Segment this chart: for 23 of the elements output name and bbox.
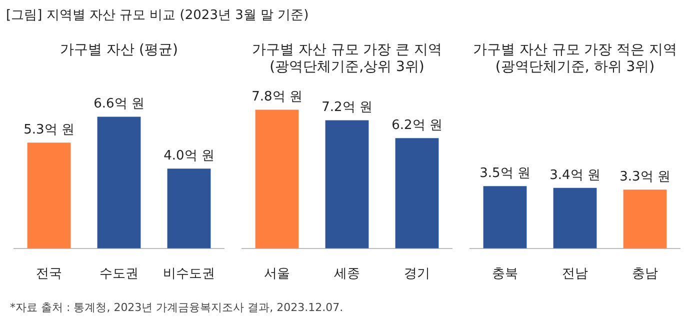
x-tick-label: 경기 bbox=[404, 266, 430, 282]
data-label: 3.3억 원 bbox=[620, 170, 670, 185]
x-tick-label: 서울 bbox=[264, 266, 290, 282]
chart-title: 가구별 자산 규모 가장 적은 지역 (광역단체기준, 하위 3위) bbox=[472, 42, 678, 75]
data-label: 4.0억 원 bbox=[164, 148, 214, 164]
data-label: 6.6억 원 bbox=[94, 96, 144, 112]
text: *자료 출처 : 통계청, 2023년 가계금융복지조사 결과, 2023.12.07. bbox=[10, 300, 344, 315]
data-label: 7.8억 원 bbox=[252, 89, 302, 104]
x-tick-label: 전남 bbox=[562, 266, 588, 282]
x-tick-label: 수도권 bbox=[100, 266, 138, 282]
chart-title: 가구별 자산 (평균) bbox=[60, 42, 178, 58]
x-tick-label: 세종 bbox=[334, 266, 360, 282]
data-label: 7.2억 원 bbox=[322, 100, 372, 116]
data-label: 5.3억 원 bbox=[24, 122, 74, 138]
x-tick-label: 전국 bbox=[36, 266, 62, 282]
data-label: 3.4억 원 bbox=[550, 168, 600, 183]
text: [그림] 지역별 자산 규모 비교 (2023년 3월 말 기준) bbox=[6, 7, 310, 24]
data-label: 6.2억 원 bbox=[392, 118, 442, 133]
x-tick-label: 비수도권 bbox=[163, 266, 215, 282]
data-label: 3.5억 원 bbox=[480, 166, 530, 181]
chart-title: 가구별 자산 규모 가장 큰 지역 (광역단체기준,상위 3위) bbox=[252, 42, 442, 75]
x-tick-label: 충남 bbox=[632, 266, 658, 282]
x-tick-label: 충북 bbox=[492, 266, 518, 282]
